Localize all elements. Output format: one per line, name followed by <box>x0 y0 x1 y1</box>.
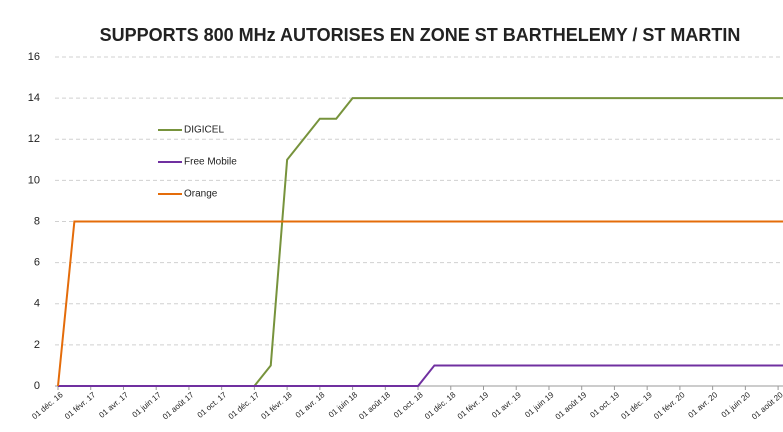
y-tick-label: 4 <box>34 298 40 310</box>
x-tick-label: 01 juin 18 <box>327 390 360 420</box>
y-tick-label: 16 <box>28 51 40 63</box>
x-tick-label: 01 juin 19 <box>523 390 556 420</box>
x-tick-label: 01 oct. 18 <box>392 390 425 420</box>
x-tick-label: 01 févr. 18 <box>259 390 294 421</box>
x-tick-label: 01 avr. 20 <box>687 390 720 420</box>
x-tick-label: 01 avr. 17 <box>97 390 130 420</box>
series-line <box>58 97 783 387</box>
x-tick-label: 01 févr. 20 <box>652 390 687 421</box>
x-tick-label: 01 avr. 18 <box>294 390 327 420</box>
y-tick-label: 2 <box>34 339 40 351</box>
x-tick-label: 01 déc. 17 <box>227 390 262 421</box>
y-tick-label: 10 <box>28 174 40 186</box>
x-tick-label: 01 juin 20 <box>720 390 753 420</box>
x-tick-label: 01 août 17 <box>161 390 196 422</box>
legend-label: Free Mobile <box>184 157 237 168</box>
y-tick-label: 12 <box>28 133 40 145</box>
x-tick-label: 01 oct. 19 <box>588 390 621 420</box>
x-tick-label: 01 juin 17 <box>130 390 163 420</box>
x-tick-label: 01 août 20 <box>750 390 783 422</box>
x-tick-label: 01 oct. 17 <box>196 390 229 420</box>
y-tick-label: 8 <box>34 215 40 227</box>
x-tick-label: 01 déc. 19 <box>619 390 654 421</box>
series-line <box>58 364 783 387</box>
x-tick-label: 01 déc. 18 <box>423 390 458 421</box>
chart-title: SUPPORTS 800 MHz AUTORISES EN ZONE ST BA… <box>100 25 741 45</box>
series-line <box>57 220 783 387</box>
legend-label: DIGICEL <box>184 125 224 136</box>
x-tick-label: 01 févr. 19 <box>456 390 491 421</box>
y-tick-label: 6 <box>34 257 40 269</box>
y-tick-label: 14 <box>28 92 40 104</box>
x-tick-label: 01 avr. 19 <box>490 390 523 420</box>
x-tick-label: 01 déc. 16 <box>30 390 65 421</box>
x-tick-label: 01 févr. 17 <box>63 390 98 421</box>
x-tick-label: 01 août 18 <box>357 390 392 422</box>
y-tick-label: 0 <box>34 380 40 392</box>
x-tick-label: 01 août 19 <box>554 390 589 422</box>
legend-label: Orange <box>184 189 218 200</box>
